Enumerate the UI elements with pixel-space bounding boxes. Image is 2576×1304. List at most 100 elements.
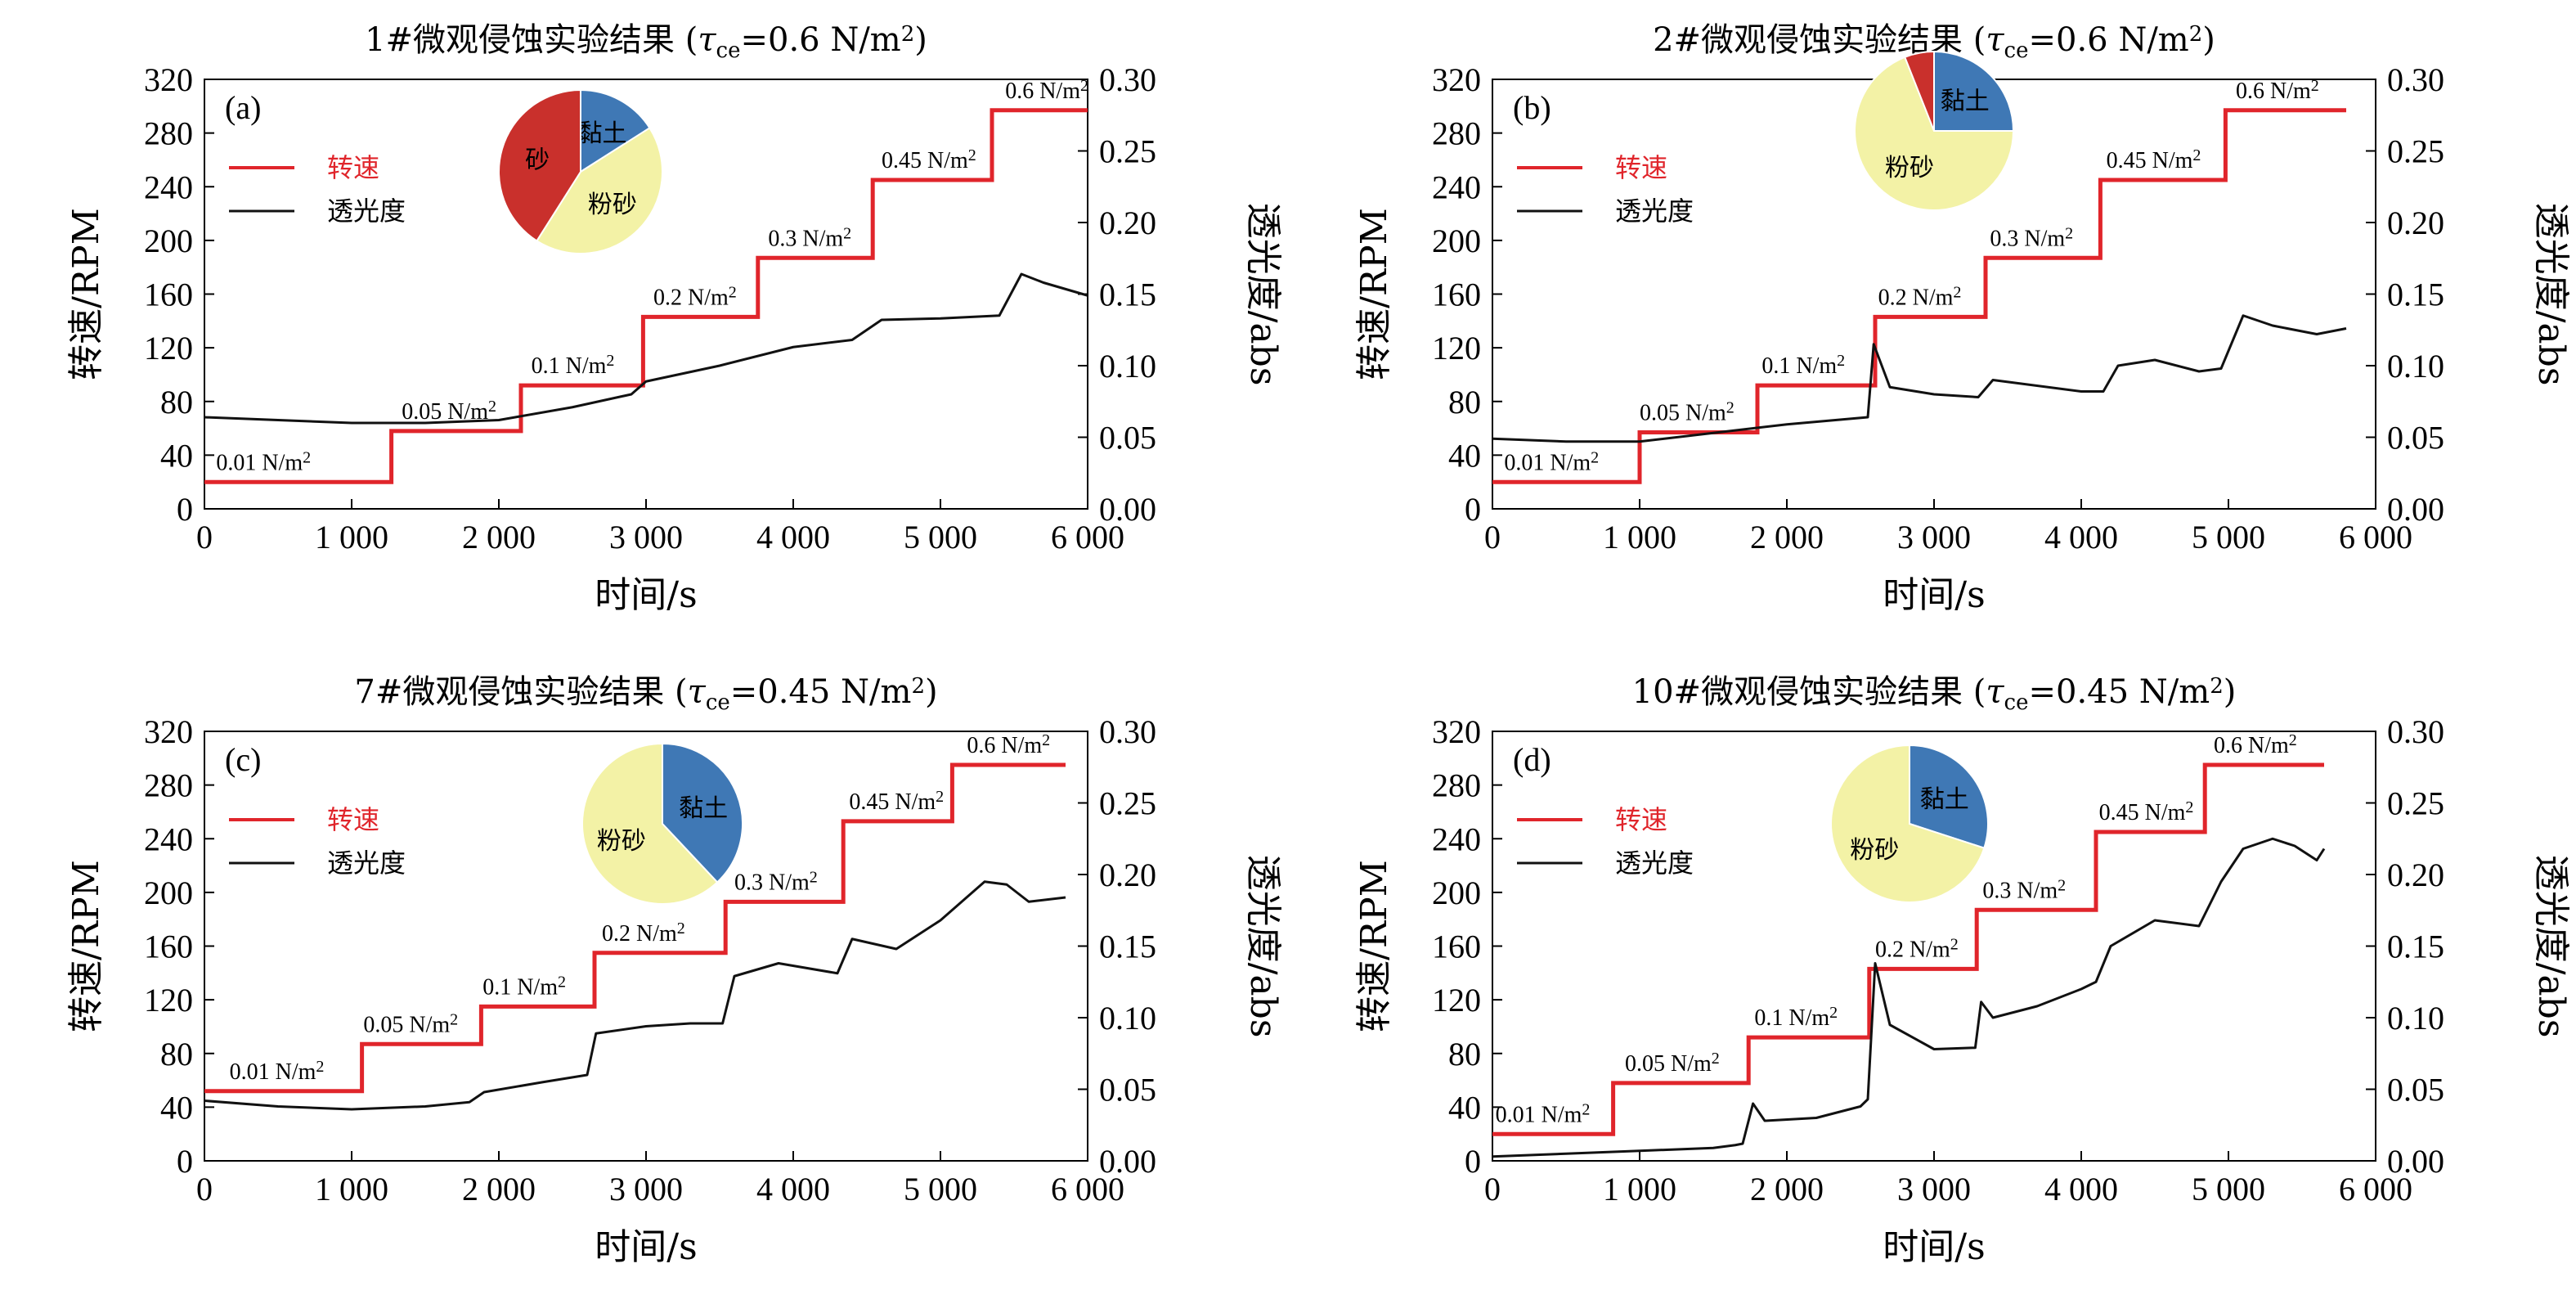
legend-label-trans: 透光度 (327, 196, 406, 227)
y2-tick-label: 0.25 (1099, 133, 1156, 170)
y2-tick-label: 0.05 (2387, 1072, 2444, 1108)
y-tick-label: 0 (177, 1143, 193, 1180)
level-label: 0.3 N/m2 (734, 868, 818, 895)
pie-slice (581, 742, 719, 905)
y-tick-label: 160 (144, 929, 193, 965)
chart-title: 1#微观侵蚀实验结果 (τce=0.6 N/m2) (365, 21, 927, 63)
y-tick-label: 0 (1465, 1143, 1481, 1180)
x-tick-label: 5 000 (904, 519, 977, 555)
level-label: 0.2 N/m2 (653, 283, 737, 310)
pie-slice-label: 黏土 (1920, 785, 1969, 814)
y-tick-label: 320 (144, 713, 193, 750)
y2-tick-label: 0.15 (2387, 929, 2444, 965)
y-axis-label: 转速/RPM (65, 860, 107, 1032)
pie-slice (662, 742, 743, 884)
y-tick-label: 280 (1432, 115, 1481, 152)
x-tick-label: 5 000 (904, 1171, 977, 1207)
series-line-transmittance (1492, 314, 2347, 443)
legend-label-rpm: 转速 (1615, 152, 1667, 183)
y2-tick-label: 0.20 (1099, 857, 1156, 893)
y-tick-label: 240 (144, 821, 193, 857)
y-tick-label: 240 (1432, 169, 1481, 205)
y2-tick-label: 0.20 (2387, 205, 2444, 241)
level-label: 0.05 N/m2 (1640, 399, 1735, 426)
y-axis-label: 转速/RPM (1353, 208, 1395, 380)
panel-label: (a) (225, 89, 261, 126)
y-tick-label: 80 (160, 1036, 193, 1072)
x-axis-label: 时间/s (595, 574, 697, 616)
y-axis-label: 转速/RPM (1353, 860, 1395, 1032)
y-tick-label: 120 (1432, 330, 1481, 366)
legend-label-trans: 透光度 (327, 848, 406, 879)
x-tick-label: 0 (196, 1171, 213, 1207)
level-label: 0.45 N/m2 (882, 146, 976, 173)
level-label: 0.6 N/m2 (2214, 731, 2297, 758)
y2-tick-label: 0.05 (1099, 420, 1156, 456)
y2-tick-label: 0.20 (2387, 857, 2444, 893)
y-tick-label: 240 (144, 169, 193, 205)
pie-slice (1854, 56, 2015, 211)
y2-tick-label: 0.00 (2387, 491, 2444, 528)
y2-tick-label: 0.10 (1099, 1000, 1156, 1036)
y2-tick-label: 0.30 (2387, 713, 2444, 750)
series-line-transmittance (204, 880, 1066, 1111)
panel-label: (d) (1513, 741, 1551, 778)
legend-label-trans: 透光度 (1615, 848, 1694, 879)
y-tick-label: 240 (1432, 821, 1481, 857)
pie-slice (1903, 50, 1935, 132)
x-tick-label: 3 000 (1897, 1171, 1971, 1207)
chart-title: 10#微观侵蚀实验结果 (τce=0.45 N/m2) (1632, 673, 2237, 715)
x-tick-label: 2 000 (462, 519, 536, 555)
y-tick-label: 0 (1465, 491, 1481, 528)
level-label: 0.45 N/m2 (2107, 146, 2201, 173)
chart-title: 7#微观侵蚀实验结果 (τce=0.45 N/m2) (354, 673, 937, 715)
y-tick-label: 0 (177, 491, 193, 528)
x-tick-label: 5 000 (2192, 1171, 2265, 1207)
y2-tick-label: 0.00 (1099, 491, 1156, 528)
level-label: 0.1 N/m2 (482, 973, 566, 1000)
y-tick-label: 320 (1432, 713, 1481, 750)
level-label: 0.05 N/m2 (402, 398, 496, 425)
level-label: 0.2 N/m2 (602, 920, 685, 947)
pie-slice (1909, 744, 1989, 849)
x-tick-label: 0 (196, 519, 213, 555)
y-tick-label: 200 (1432, 223, 1481, 259)
pie-slice-label: 粉砂 (597, 827, 646, 856)
y2-tick-label: 0.25 (2387, 133, 2444, 170)
pie-slice (1933, 50, 2015, 132)
legend-label-rpm: 转速 (327, 152, 379, 183)
panel-label: (c) (225, 741, 261, 778)
level-label: 0.6 N/m2 (2236, 77, 2319, 104)
level-label: 0.6 N/m2 (1005, 77, 1088, 104)
pie-slice (580, 88, 651, 173)
y2-tick-label: 0.15 (1099, 929, 1156, 965)
level-label: 0.01 N/m2 (230, 1058, 325, 1085)
level-label: 0.1 N/m2 (532, 352, 615, 379)
x-tick-label: 0 (1484, 519, 1501, 555)
chart-panel-b: 2#微观侵蚀实验结果 (τce=0.6 N/m2) 0 1 000 2 000 3 00… (1353, 21, 2572, 616)
y2-tick-label: 0.00 (1099, 1143, 1156, 1180)
y2-tick-label: 0.15 (1099, 277, 1156, 313)
x-axis-label: 时间/s (595, 1226, 697, 1268)
x-tick-label: 6 000 (2339, 519, 2412, 555)
chart-panel-d: 10#微观侵蚀实验结果 (τce=0.45 N/m2) 0 1 000 2 000 3 … (1353, 673, 2572, 1268)
y-tick-label: 120 (1432, 982, 1481, 1018)
y-tick-label: 40 (160, 437, 193, 474)
y-tick-label: 40 (1448, 437, 1481, 474)
level-label: 0.2 N/m2 (1875, 935, 1959, 962)
x-tick-label: 4 000 (2044, 1171, 2118, 1207)
level-label: 0.01 N/m2 (1504, 448, 1599, 475)
y-tick-label: 280 (144, 115, 193, 152)
y-tick-label: 120 (144, 330, 193, 366)
pie-slice-label: 砂 (525, 146, 550, 175)
y-tick-label: 80 (160, 384, 193, 420)
y2-axis-label: 透光度/abs (2530, 203, 2572, 386)
level-label: 0.3 N/m2 (768, 224, 851, 251)
pie-slice (1830, 744, 1986, 903)
pie-slice-label: 粉砂 (1885, 154, 1934, 182)
chart-title: 2#微观侵蚀实验结果 (τce=0.6 N/m2) (1653, 21, 2215, 63)
level-label: 0.01 N/m2 (1496, 1100, 1591, 1127)
level-label: 0.05 N/m2 (1625, 1050, 1720, 1077)
x-tick-label: 2 000 (462, 1171, 536, 1207)
